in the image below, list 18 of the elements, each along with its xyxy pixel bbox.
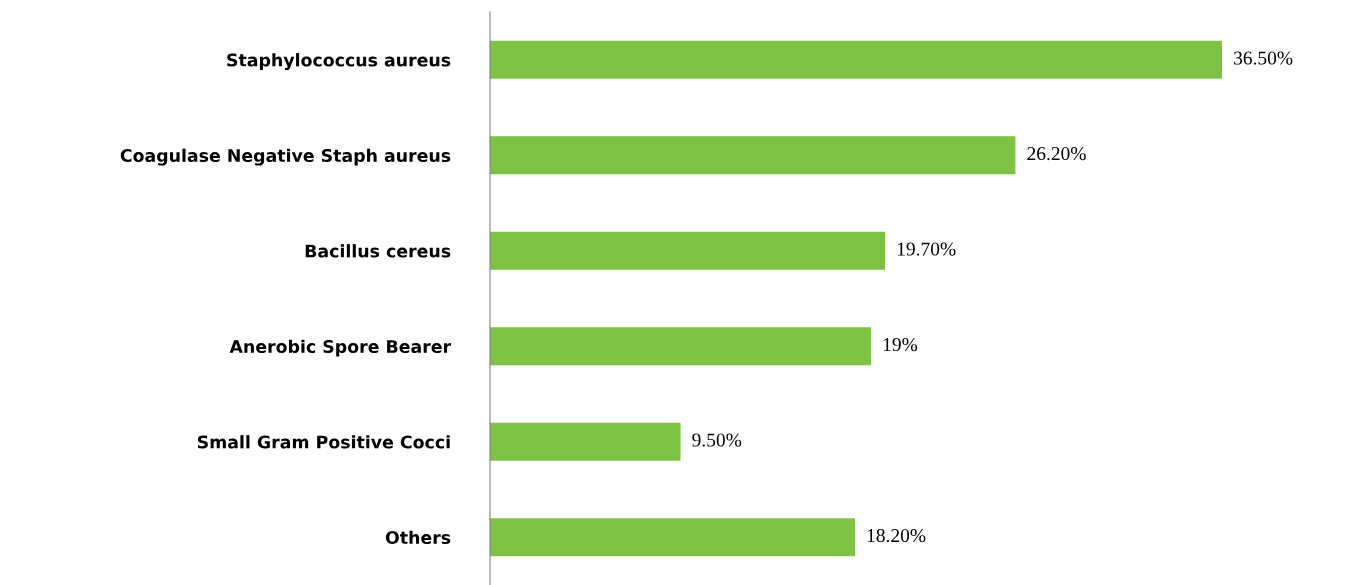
data-label: 36.50% [1234, 51, 1293, 65]
bar [490, 327, 872, 366]
data-label: 19.70% [897, 242, 956, 256]
bar [490, 40, 1222, 79]
y-tick-label: Bacillus cereus [305, 244, 451, 258]
bar [490, 136, 1016, 175]
y-tick-label: Anerobic Spore Bearer [229, 339, 452, 357]
y-tick-label: Staphylococcus aureus [227, 53, 451, 71]
data-label: 18.20% [867, 529, 926, 543]
data-label: 9.50% [692, 433, 742, 447]
bar [490, 518, 855, 557]
bar [490, 422, 681, 461]
y-tick-label: Small Gram Positive Cocci [197, 435, 450, 449]
y-tick-label: Others [385, 530, 451, 545]
data-label: 19% [883, 338, 918, 352]
data-label: 26.20% [1027, 147, 1086, 161]
y-tick-label: Coagulase Negative Staph aureus [120, 148, 451, 166]
bar [490, 231, 886, 270]
